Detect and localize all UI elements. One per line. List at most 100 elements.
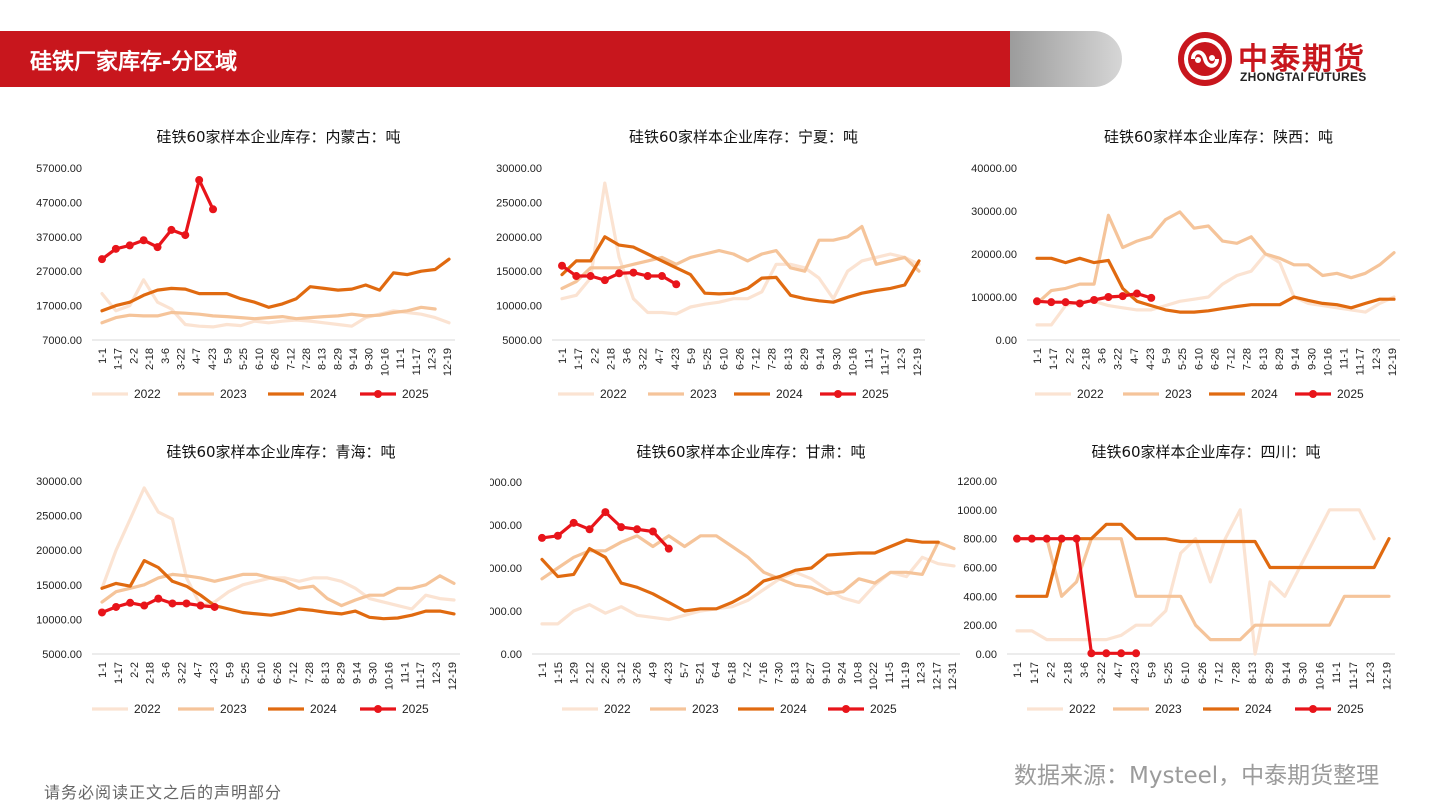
data-point-2025 [1087, 649, 1096, 658]
x-tick-label: 9-24 [837, 662, 849, 684]
x-tick-label: 7-16 [758, 662, 770, 684]
legend-label-2024: 2024 [310, 387, 337, 401]
x-tick-label: 8-29 [1264, 662, 1276, 684]
chart-svg: 硅铁60家样本企业库存：四川：吨 0.00 200.00 400.00 600.00 80… [957, 443, 1395, 716]
x-tick-label: 8-13 [320, 662, 332, 684]
data-point-2025 [125, 241, 134, 250]
x-tick-label: 1-17 [1029, 662, 1041, 684]
x-tick-label: 9-30 [831, 348, 843, 370]
x-tick-label: 12-31 [947, 662, 959, 690]
data-point-2025 [601, 508, 610, 517]
x-tick-label: 3-22 [1096, 662, 1108, 684]
data-point-2025 [1075, 299, 1084, 308]
data-point-2025 [98, 608, 106, 617]
x-tick-label: 5-9 [223, 348, 235, 364]
x-tick-label: 5-9 [1161, 348, 1173, 364]
x-tick-label: 8-29 [1274, 348, 1286, 370]
x-tick-label: 10-16 [379, 348, 391, 376]
series-line-2024 [100, 257, 451, 313]
x-tick-label: 11-1 [399, 662, 411, 683]
chart-shaanxi: 硅铁60家样本企业库存：陕西：吨 0.00 10000.00 20000.00 3000… [965, 120, 1415, 420]
x-tick-label: 2-18 [1062, 662, 1074, 684]
x-tick-label: 12-19 [442, 348, 454, 376]
data-point-2025 [585, 525, 594, 534]
data-source: 数据来源：Mysteel，中泰期货整理 [1014, 763, 1380, 789]
x-tick-label: 12-19 [447, 662, 459, 690]
x-tick-label: 10-8 [852, 662, 864, 684]
y-tick-label: 20000.00 [36, 545, 82, 557]
x-tick-label: 3-6 [161, 662, 173, 678]
x-tick-label: 3-12 [616, 662, 628, 684]
x-tick-label: 11-17 [415, 662, 427, 689]
y-tick-label: 8000.00 [490, 477, 522, 489]
x-tick-label: 4-7 [1113, 662, 1125, 678]
y-tick-label: 25000.00 [36, 511, 82, 523]
x-tick-label: 6-26 [1209, 348, 1221, 370]
x-tick-label: 5-21 [695, 662, 707, 684]
series-line-2022 [1015, 508, 1376, 656]
x-tick-label: 4-23 [663, 662, 675, 684]
series-line-2024 [540, 538, 940, 613]
data-point-2025 [1027, 534, 1036, 543]
x-tick-label: 12-19 [1387, 348, 1399, 376]
x-tick-label: 7-2 [742, 662, 754, 678]
y-tick-label: 20000.00 [496, 232, 542, 244]
data-point-2025 [586, 272, 595, 281]
data-point-2025 [210, 602, 219, 611]
legend-label-2025: 2025 [1337, 702, 1364, 716]
x-tick-label: 7-12 [1226, 348, 1238, 370]
x-tick-label: 11-17 [880, 348, 892, 375]
series-line-2023 [100, 572, 456, 608]
x-tick-label: 11-1 [1331, 662, 1343, 683]
x-tick-label: 3-6 [160, 348, 172, 364]
series-line-2023 [1035, 210, 1396, 305]
chart-title: 硅铁60家样本企业库存：甘肃：吨 [636, 443, 865, 461]
y-tick-label: 17000.00 [36, 301, 82, 313]
legend-marker-2025 [374, 390, 382, 398]
data-point-2025 [1061, 298, 1070, 307]
x-tick-label: 9-14 [348, 348, 360, 370]
x-tick-label: 5-25 [1177, 348, 1189, 370]
legend-label-2025: 2025 [402, 702, 429, 716]
chart-title: 硅铁60家样本企业库存：陕西：吨 [1104, 128, 1333, 146]
data-point-2025 [1072, 534, 1081, 543]
x-tick-label: 8-13 [317, 348, 329, 370]
x-tick-label: 7-28 [1230, 662, 1242, 684]
legend-label-2024: 2024 [1245, 702, 1272, 716]
data-point-2025 [181, 231, 190, 240]
x-tick-label: 8-13 [1247, 662, 1259, 684]
chart-inner-mongolia: 硅铁60家样本企业库存：内蒙古：吨 7000.00 17000.00 27000.00… [20, 120, 470, 420]
series-line-2023 [540, 534, 956, 596]
x-tick-label: 5-7 [679, 662, 691, 678]
x-tick-label: 10-22 [868, 662, 880, 690]
x-tick-label: 3-6 [1097, 348, 1109, 364]
x-tick-label: 3-6 [1079, 662, 1091, 678]
x-tick-label: 9-14 [815, 348, 827, 370]
y-tick-label: 1200.00 [957, 476, 997, 488]
x-tick-label: 1-1 [97, 662, 109, 678]
legend-label-2022: 2022 [600, 387, 627, 401]
x-tick-label: 11-5 [884, 662, 896, 683]
x-tick-label: 10-16 [383, 662, 395, 690]
x-tick-label: 7-28 [767, 348, 779, 370]
x-tick-label: 6-10 [254, 348, 266, 370]
zhongtai-logo-icon [1178, 32, 1232, 86]
x-tick-label: 4-23 [1130, 662, 1142, 684]
x-tick-label: 9-14 [352, 662, 364, 684]
x-tick-label: 2-18 [145, 662, 157, 684]
x-tick-label: 12-3 [1371, 348, 1383, 370]
page-title: 硅铁厂家库存-分区域 [30, 50, 238, 75]
x-tick-label: 12-17 [931, 662, 943, 690]
legend-label-2022: 2022 [1069, 702, 1096, 716]
x-tick-label: 11-17 [1348, 662, 1360, 689]
x-tick-label: 7-28 [301, 348, 313, 370]
data-point-2025 [1013, 534, 1021, 543]
legend-label-2023: 2023 [690, 387, 717, 401]
x-tick-label: 7-12 [285, 348, 297, 370]
y-tick-label: 600.00 [963, 563, 997, 575]
x-tick-label: 5-9 [686, 348, 698, 364]
x-tick-label: 7-12 [1214, 662, 1226, 684]
legend-marker-2025 [374, 705, 382, 713]
logo-english-name: ZHONGTAI FUTURES [1240, 70, 1367, 84]
x-tick-label: 9-30 [367, 662, 379, 684]
